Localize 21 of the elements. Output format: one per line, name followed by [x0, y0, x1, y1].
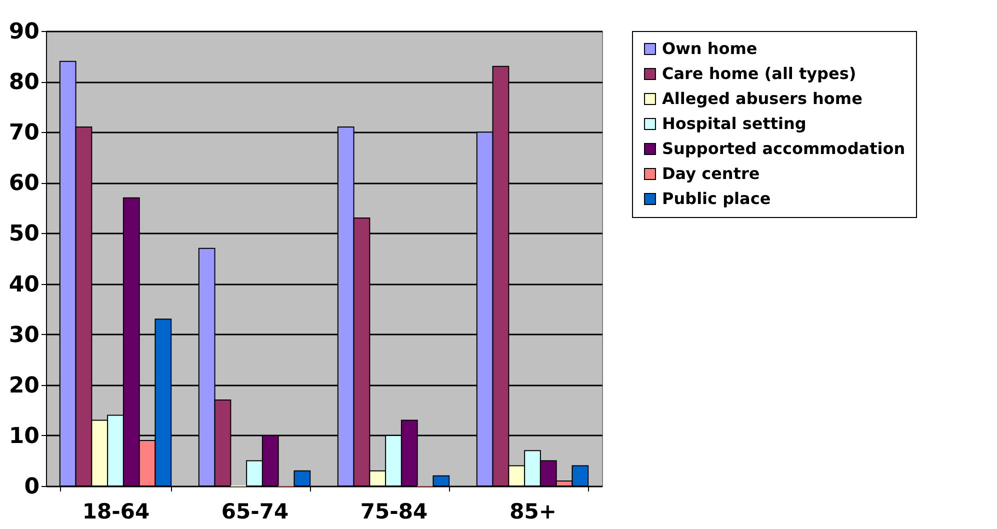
y-tick-label: 40 [8, 272, 40, 298]
legend-label: Own home [662, 39, 758, 58]
y-tick-label: 0 [24, 474, 40, 500]
y-tick-label: 30 [8, 322, 40, 348]
x-tick-label: 18-64 [82, 500, 150, 524]
y-tick-label: 10 [8, 424, 40, 449]
x-tick-label: 85+ [510, 500, 556, 524]
y-tick-label: 90 [8, 20, 40, 44]
x-tick-label: 65-74 [221, 500, 289, 524]
x-tick-label: 75-84 [360, 500, 428, 524]
legend-label: Hospital setting [662, 114, 806, 133]
legend-label: Public place [662, 189, 771, 208]
legend-label: Alleged abusers home [662, 89, 863, 108]
y-tick-label: 50 [8, 222, 40, 247]
legend-label: Care home (all types) [662, 64, 856, 83]
legend-label: Supported accommodation [662, 139, 906, 158]
y-tick-label: 70 [8, 120, 40, 146]
y-tick-label: 60 [8, 171, 40, 196]
y-tick-label: 80 [8, 70, 40, 96]
y-tick-label: 20 [8, 373, 40, 398]
legend-label: Day centre [662, 164, 760, 183]
